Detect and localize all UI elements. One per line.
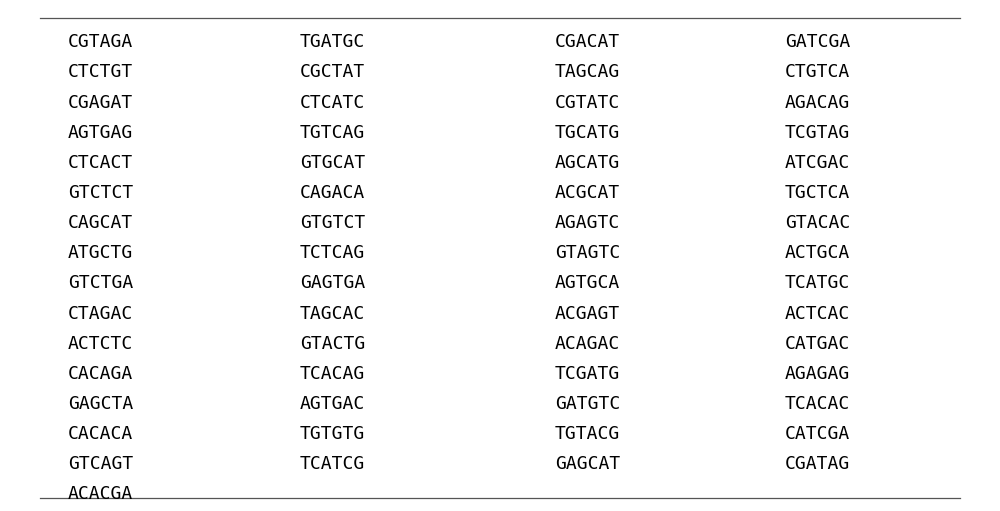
Text: CTAGAC: CTAGAC (68, 305, 133, 322)
Text: TCACAC: TCACAC (785, 395, 850, 413)
Text: ATGCTG: ATGCTG (68, 244, 133, 262)
Text: TCGATG: TCGATG (555, 365, 620, 383)
Text: CATCGA: CATCGA (785, 425, 850, 443)
Text: AGTGCA: AGTGCA (555, 274, 620, 292)
Text: GTCTCT: GTCTCT (68, 184, 133, 202)
Text: TCTCAG: TCTCAG (300, 244, 365, 262)
Text: AGAGTC: AGAGTC (555, 214, 620, 232)
Text: TCATCG: TCATCG (300, 455, 365, 473)
Text: GTGTCT: GTGTCT (300, 214, 365, 232)
Text: TAGCAG: TAGCAG (555, 63, 620, 81)
Text: CGATAG: CGATAG (785, 455, 850, 473)
Text: GATCGA: GATCGA (785, 33, 850, 51)
Text: TGTCAG: TGTCAG (300, 124, 365, 142)
Text: GAGTGA: GAGTGA (300, 274, 365, 292)
Text: TGTACG: TGTACG (555, 425, 620, 443)
Text: GTAGTC: GTAGTC (555, 244, 620, 262)
Text: TGCATG: TGCATG (555, 124, 620, 142)
Text: CATGAC: CATGAC (785, 335, 850, 353)
Text: CTCTGT: CTCTGT (68, 63, 133, 81)
Text: ACGCAT: ACGCAT (555, 184, 620, 202)
Text: ATCGAC: ATCGAC (785, 154, 850, 172)
Text: GTACAC: GTACAC (785, 214, 850, 232)
Text: CACAGA: CACAGA (68, 365, 133, 383)
Text: CGCTAT: CGCTAT (300, 63, 365, 81)
Text: AGACAG: AGACAG (785, 94, 850, 111)
Text: ACGAGT: ACGAGT (555, 305, 620, 322)
Text: TAGCAC: TAGCAC (300, 305, 365, 322)
Text: CAGACA: CAGACA (300, 184, 365, 202)
Text: CGTAGA: CGTAGA (68, 33, 133, 51)
Text: AGAGAG: AGAGAG (785, 365, 850, 383)
Text: CTGTCA: CTGTCA (785, 63, 850, 81)
Text: ACTCAC: ACTCAC (785, 305, 850, 322)
Text: TCATGC: TCATGC (785, 274, 850, 292)
Text: CGAGAT: CGAGAT (68, 94, 133, 111)
Text: GTCTGA: GTCTGA (68, 274, 133, 292)
Text: TGATGC: TGATGC (300, 33, 365, 51)
Text: CGACAT: CGACAT (555, 33, 620, 51)
Text: GTCAGT: GTCAGT (68, 455, 133, 473)
Text: AGTGAC: AGTGAC (300, 395, 365, 413)
Text: TGCTCA: TGCTCA (785, 184, 850, 202)
Text: CTCACT: CTCACT (68, 154, 133, 172)
Text: AGTGAG: AGTGAG (68, 124, 133, 142)
Text: ACAGAC: ACAGAC (555, 335, 620, 353)
Text: CACACA: CACACA (68, 425, 133, 443)
Text: AGCATG: AGCATG (555, 154, 620, 172)
Text: ACTGCA: ACTGCA (785, 244, 850, 262)
Text: GAGCTA: GAGCTA (68, 395, 133, 413)
Text: TCGTAG: TCGTAG (785, 124, 850, 142)
Text: GTACTG: GTACTG (300, 335, 365, 353)
Text: CGTATC: CGTATC (555, 94, 620, 111)
Text: TCACAG: TCACAG (300, 365, 365, 383)
Text: ACACGA: ACACGA (68, 485, 133, 503)
Text: GTGCAT: GTGCAT (300, 154, 365, 172)
Text: CAGCAT: CAGCAT (68, 214, 133, 232)
Text: CTCATC: CTCATC (300, 94, 365, 111)
Text: TGTGTG: TGTGTG (300, 425, 365, 443)
Text: GATGTC: GATGTC (555, 395, 620, 413)
Text: GAGCAT: GAGCAT (555, 455, 620, 473)
Text: ACTCTC: ACTCTC (68, 335, 133, 353)
